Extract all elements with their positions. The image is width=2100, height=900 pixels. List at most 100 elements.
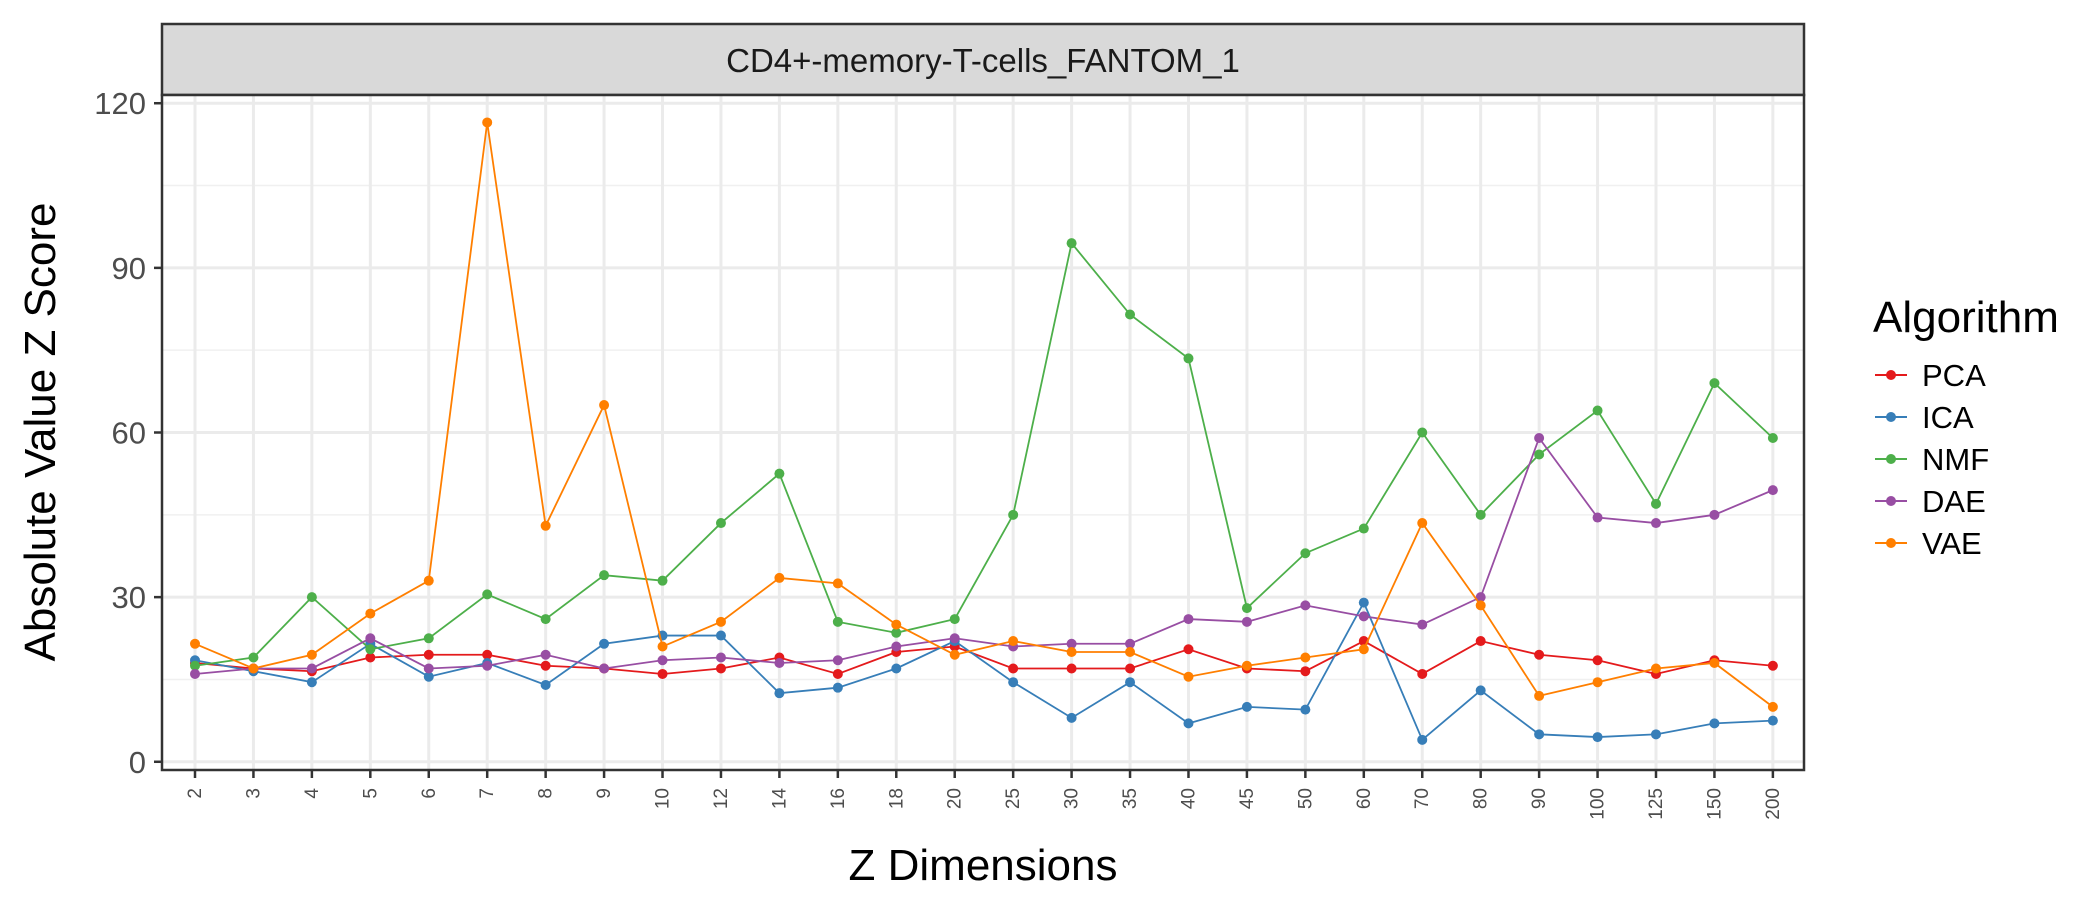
x-tick-label: 125 (1646, 788, 1667, 820)
data-point-ica (1125, 677, 1136, 688)
data-point-dae (190, 668, 200, 679)
grid-lines (162, 95, 1804, 770)
data-point-nmf (1125, 309, 1136, 320)
data-point-dae (1125, 638, 1136, 649)
data-point-nmf (715, 518, 726, 529)
data-point-pca (657, 668, 668, 679)
x-tick-label: 35 (1120, 788, 1141, 809)
data-point-nmf (1066, 238, 1077, 249)
data-point-nmf (599, 570, 610, 581)
x-tick-label: 100 (1588, 788, 1609, 820)
data-point-pca (1300, 666, 1311, 677)
data-point-ica (1417, 734, 1428, 745)
legend-label: DAE (1922, 484, 1986, 519)
data-point-pca (482, 649, 493, 660)
data-point-pca (1008, 663, 1019, 674)
data-point-dae (715, 652, 726, 663)
series-line-nmf (194, 241, 1774, 667)
x-tick-label: 4 (302, 788, 323, 799)
legend-key-point (1886, 496, 1896, 506)
data-point-pca (1534, 649, 1545, 660)
x-tick-label: 3 (243, 788, 264, 799)
y-axis: 0 30 60 90 120 (94, 86, 162, 780)
data-point-nmf (248, 652, 259, 663)
data-point-ica (1534, 729, 1545, 740)
data-point-pca (1183, 644, 1194, 655)
x-tick-label: 18 (886, 788, 907, 809)
data-point-pca (1592, 655, 1603, 666)
data-point-vae (1300, 652, 1311, 663)
legend-title: Algorithm (1873, 293, 2059, 342)
series-vae (190, 117, 1778, 712)
x-tick-label: 6 (419, 788, 440, 799)
x-tick-label: 20 (945, 788, 966, 809)
legend: Algorithm PCA ICA NMF DAE VAE (1873, 293, 2059, 561)
series-ica (190, 597, 1778, 745)
x-tick-label: 200 (1763, 788, 1784, 820)
legend-item-ica: ICA (1875, 400, 1974, 435)
data-point-dae (423, 663, 434, 674)
data-point-nmf (774, 468, 785, 479)
series-dae (190, 432, 1778, 679)
x-tick-label: 40 (1178, 788, 1199, 809)
data-point-vae (1534, 690, 1545, 701)
data-point-vae (1183, 671, 1194, 682)
x-tick-label: 150 (1704, 788, 1725, 820)
data-point-ica (891, 663, 902, 674)
x-tick-label: 10 (653, 788, 674, 809)
data-point-vae (949, 649, 960, 660)
data-point-vae (365, 608, 376, 619)
data-point-nmf (1709, 378, 1720, 389)
x-tick-label: 60 (1354, 788, 1375, 809)
y-axis-title: Absolute Value Z Score (16, 203, 65, 662)
data-point-nmf (1300, 548, 1311, 559)
data-point-pca (715, 663, 726, 674)
data-point-vae (657, 641, 668, 652)
series-line-pca (194, 640, 1773, 675)
y-tick-label: 60 (112, 416, 146, 451)
data-point-ica (1300, 704, 1311, 715)
data-point-ica (1008, 677, 1019, 688)
data-point-dae (1592, 512, 1603, 523)
data-point-vae (306, 649, 317, 660)
data-point-ica (540, 679, 551, 690)
y-tick-label: 90 (112, 251, 146, 286)
x-tick-label: 25 (1003, 788, 1024, 809)
data-point-vae (482, 117, 493, 128)
x-tick-label: 12 (711, 788, 732, 809)
legend-items: PCA ICA NMF DAE VAE (1875, 358, 1989, 561)
data-point-nmf (540, 614, 551, 625)
data-point-vae (248, 663, 259, 674)
data-point-vae (423, 575, 434, 586)
x-tick-label: 90 (1529, 788, 1550, 809)
data-point-nmf (657, 575, 668, 586)
series-line-vae (194, 122, 1774, 708)
data-point-pca (1066, 663, 1077, 674)
data-point-nmf (1475, 509, 1486, 520)
data-point-nmf (190, 660, 200, 671)
x-tick-label: 30 (1062, 788, 1083, 809)
data-point-ica (1709, 718, 1720, 729)
data-point-ica (1767, 715, 1778, 726)
data-point-dae (365, 633, 376, 644)
x-tick-label: 80 (1471, 788, 1492, 809)
data-point-nmf (482, 589, 493, 600)
data-point-nmf (1592, 405, 1603, 416)
x-tick-label: 16 (828, 788, 849, 809)
data-point-pca (423, 649, 434, 660)
data-point-nmf (949, 614, 960, 625)
data-point-nmf (832, 616, 843, 627)
data-point-dae (1358, 611, 1369, 622)
data-point-dae (1709, 509, 1720, 520)
x-tick-label: 9 (594, 788, 615, 799)
data-point-vae (1417, 518, 1428, 529)
data-point-nmf (1241, 603, 1252, 614)
data-point-dae (949, 633, 960, 644)
data-point-pca (1125, 663, 1136, 674)
y-tick-label: 0 (129, 745, 146, 780)
data-point-pca (1417, 668, 1428, 679)
data-point-vae (715, 616, 726, 627)
data-point-vae (1008, 636, 1019, 647)
data-point-dae (1300, 600, 1311, 611)
